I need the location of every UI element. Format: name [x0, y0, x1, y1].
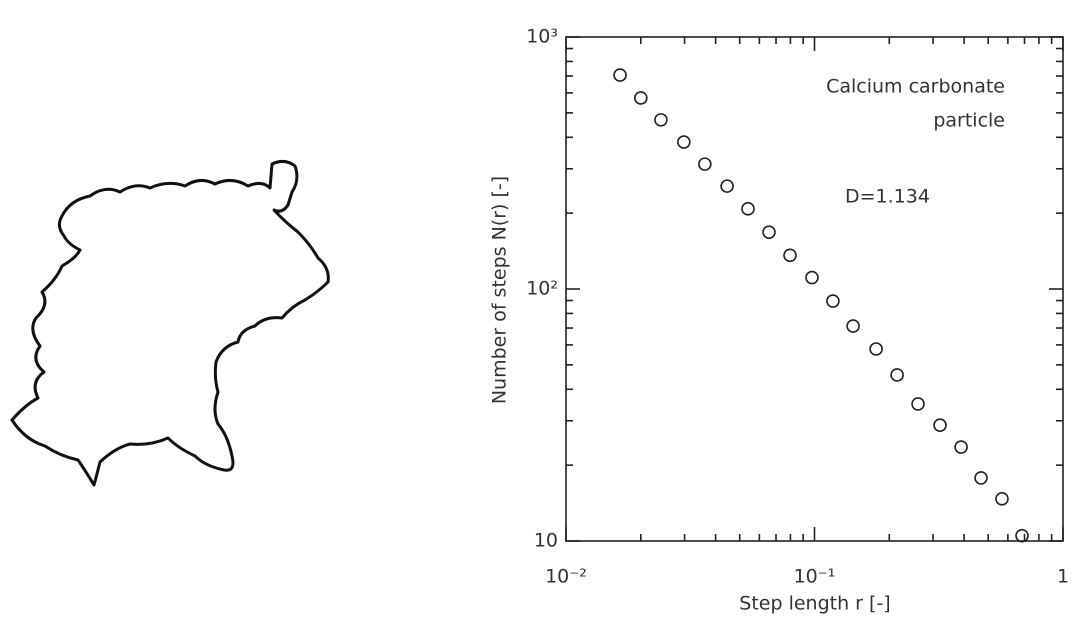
data-point — [995, 492, 1009, 506]
y-tick-label: 10 — [534, 530, 558, 552]
particle-outline — [10, 159, 330, 487]
annotation: particle — [933, 110, 1005, 132]
data-point — [720, 179, 734, 193]
annotation: Calcium carbonate — [826, 76, 1005, 98]
data-point — [954, 440, 968, 454]
data-point — [826, 294, 840, 308]
data-point — [1015, 528, 1029, 543]
data-point — [741, 202, 755, 216]
data-point — [974, 471, 988, 485]
data-point — [613, 68, 627, 82]
data-point — [634, 91, 648, 105]
y-axis-label: Number of steps N(r) [-] — [489, 176, 511, 404]
annotation: D=1.134 — [845, 186, 930, 208]
data-point — [911, 397, 925, 411]
data-point — [698, 157, 712, 171]
x-tick-label: 10⁻¹ — [794, 566, 836, 588]
y-tick-label: 10² — [526, 278, 558, 300]
x-axis-label: Step length r [-] — [739, 593, 890, 615]
x-tick-label: 1 — [1057, 566, 1069, 588]
data-point — [654, 113, 668, 127]
data-point — [933, 418, 947, 433]
data-point — [869, 342, 883, 356]
data-point — [805, 270, 819, 285]
data-point — [762, 225, 776, 240]
data-point — [783, 248, 797, 263]
data-point — [677, 135, 691, 149]
data-point — [846, 319, 860, 333]
data-point — [890, 368, 904, 382]
y-tick-label: 10³ — [526, 26, 558, 48]
x-tick-label: 10⁻² — [545, 566, 587, 588]
